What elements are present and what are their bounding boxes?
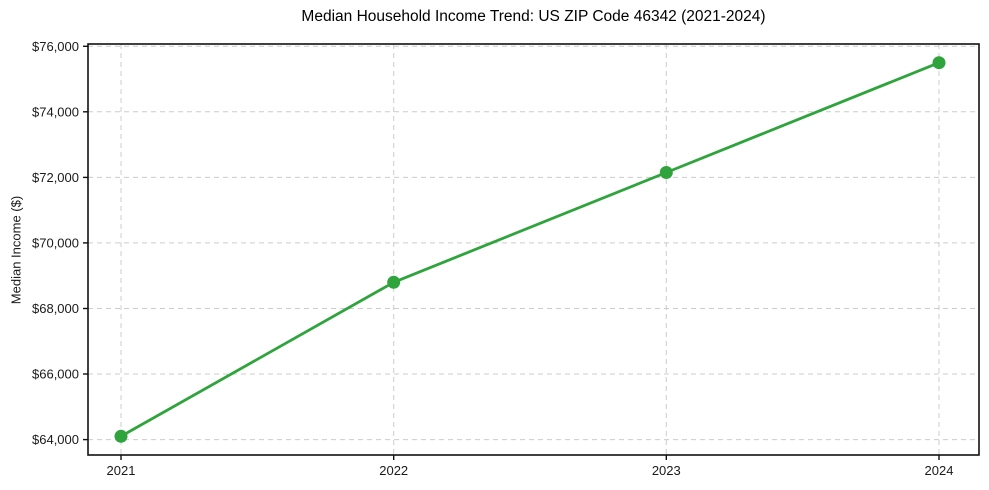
x-tick-label: 2024 — [925, 463, 954, 478]
x-tick-label: 2022 — [379, 463, 408, 478]
y-tick-label: $66,000 — [32, 367, 79, 382]
x-tick-label: 2021 — [107, 463, 136, 478]
y-tick-label: $76,000 — [32, 39, 79, 54]
data-point-2021 — [114, 429, 128, 443]
y-tick-label: $74,000 — [32, 104, 79, 119]
data-point-2022 — [387, 275, 401, 289]
chart-title: Median Household Income Trend: US ZIP Co… — [301, 8, 766, 25]
y-tick-label: $68,000 — [32, 301, 79, 316]
y-tick-label: $70,000 — [32, 235, 79, 250]
income-line-series — [119, 61, 941, 438]
data-point-2023 — [659, 166, 673, 179]
y-tick-label: $72,000 — [32, 170, 79, 185]
y-tick-label: $64,000 — [32, 432, 79, 447]
data-point-2024 — [932, 56, 946, 70]
plot-border — [87, 43, 980, 456]
x-tick-label: 2023 — [652, 463, 681, 478]
